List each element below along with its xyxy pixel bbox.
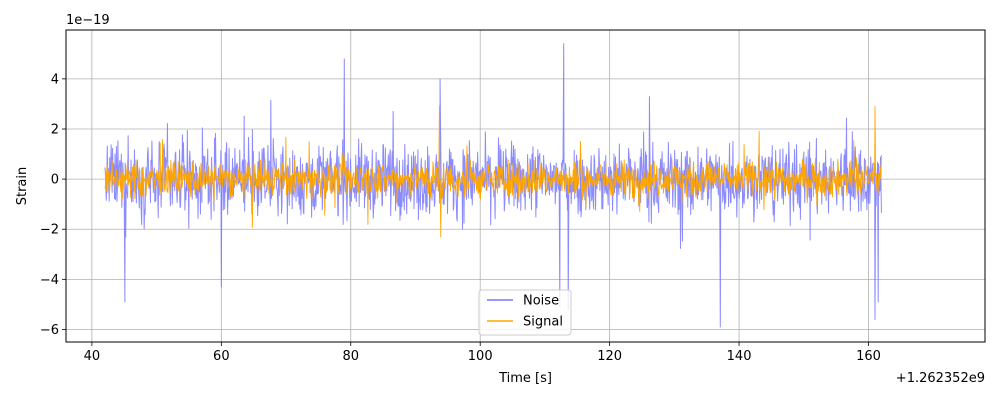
- x-axis-ticks: 40 60 80 100 120 140 160: [84, 342, 881, 364]
- legend: Noise Signal: [478, 289, 572, 336]
- y-tick-label: 4: [51, 72, 59, 87]
- y-tick-label: 0: [51, 173, 59, 188]
- x-tick-label: 140: [727, 349, 752, 364]
- x-tick-label: 80: [342, 349, 359, 364]
- x-tick-label: 100: [468, 349, 493, 364]
- legend-label-signal: Signal: [523, 315, 563, 330]
- x-tick-label: 160: [856, 349, 881, 364]
- y-axis-ticks: −6 −4 −2 0 2 4: [40, 72, 66, 338]
- x-tick-label: 120: [597, 349, 622, 364]
- y-tick-label: −4: [40, 273, 59, 288]
- legend-label-noise: Noise: [523, 294, 559, 309]
- series-line-signal: [104, 105, 882, 238]
- plot-frame: [65, 29, 986, 343]
- series-layer: [104, 43, 882, 328]
- x-tick-label: 60: [213, 349, 230, 364]
- y-scale-label: 1e−19: [66, 13, 110, 28]
- y-tick-label: −2: [40, 223, 59, 238]
- x-tick-label: 40: [84, 349, 101, 364]
- legend-box: [478, 289, 572, 336]
- y-tick-label: −6: [40, 323, 59, 338]
- x-axis-label: Time [s]: [498, 371, 552, 386]
- x-offset-label: +1.262352e9: [896, 371, 985, 386]
- y-axis-label: Strain: [15, 167, 30, 206]
- y-tick-label: 2: [51, 122, 59, 137]
